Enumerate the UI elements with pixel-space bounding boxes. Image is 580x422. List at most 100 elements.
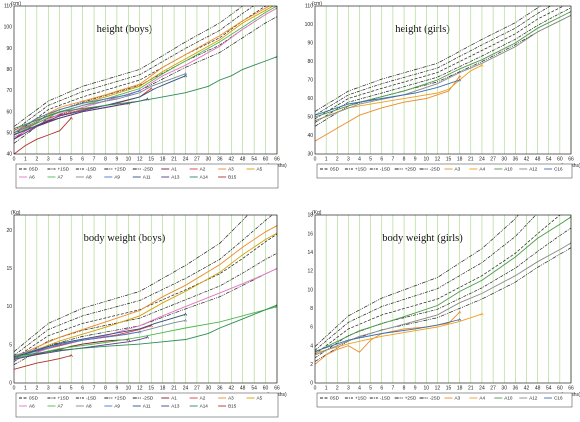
y-tick-label: 100 — [305, 22, 314, 28]
x-tick-label: 5 — [369, 386, 372, 392]
x-tick-label: 7 — [93, 157, 96, 163]
x-tick-label: 48 — [240, 157, 246, 163]
reference-line-0SD — [14, 233, 277, 359]
x-tick-label: 15 — [446, 386, 452, 392]
x-tick-label: 42 — [524, 157, 530, 163]
y-tick-label: 10 — [307, 287, 313, 293]
series-marker-A9 — [138, 330, 142, 334]
x-tick-label: 21 — [171, 157, 177, 163]
legend-label: A6 — [29, 404, 35, 409]
legend-label: A3 — [228, 396, 234, 401]
x-tick-label: 10 — [424, 386, 430, 392]
x-tick-label: 24 — [479, 157, 485, 163]
series-marker-A5 — [275, 231, 277, 235]
legend-label: +2SD — [405, 396, 417, 401]
reference-line-+1SD — [14, 215, 273, 356]
series-marker-A9 — [138, 88, 142, 93]
series-marker-A4 — [480, 63, 484, 67]
chart-weight-girls: body weight (girls)(Kg)(months)024681012… — [307, 210, 580, 408]
series-line-A11 — [14, 313, 186, 358]
y-tick-label: 6 — [310, 325, 313, 331]
x-tick-label: 15 — [446, 157, 452, 163]
y-tick-label: 10 — [6, 304, 12, 310]
y-tick-label: 5 — [9, 342, 12, 348]
x-tick-label: 30 — [501, 157, 507, 163]
x-tick-label: 27 — [194, 386, 200, 392]
series-line-A3 — [315, 76, 461, 142]
series-marker-A3 — [276, 1, 279, 3]
x-tick-label: 1 — [24, 157, 27, 163]
y-tick-label: 40 — [6, 152, 12, 158]
legend: 0SD +1SD -1SD +2SD -2SD A3 A4 A10 A12 C16 — [316, 163, 573, 179]
y-tick-label: 16 — [307, 231, 313, 237]
y-tick-label: 30 — [307, 152, 313, 158]
reference-line--2SD — [14, 16, 277, 144]
legend-label: +1SD — [355, 396, 367, 401]
x-tick-label: 12 — [435, 386, 441, 392]
x-tick-label: 66 — [568, 386, 574, 392]
reference-line--1SD — [315, 7, 571, 123]
x-tick-label: 60 — [263, 386, 269, 392]
x-tick-label: 10 — [126, 386, 132, 392]
y-tick-label: 70 — [6, 88, 12, 94]
reference-line-0SD — [315, 215, 561, 355]
series-line-A10 — [315, 216, 571, 353]
plot-frame — [314, 214, 572, 384]
series-line-A9 — [14, 90, 140, 134]
x-tick-label: 2 — [35, 157, 38, 163]
series-marker-A3 — [458, 74, 462, 78]
plot-area — [315, 215, 571, 365]
x-tick-label: 6 — [81, 157, 84, 163]
y-tick-label: 80 — [6, 67, 12, 73]
legend-label: A1 — [171, 167, 177, 172]
y-unit-label: (Kg) — [11, 210, 21, 216]
x-tick-label: 42 — [228, 157, 234, 163]
legend-label: A14 — [200, 404, 209, 409]
legend-label: B15 — [228, 175, 237, 180]
legend-label: A8 — [86, 175, 92, 180]
legend-label: -1SD — [86, 396, 97, 401]
x-tick-label: 60 — [557, 386, 563, 392]
legend-label: A13 — [171, 175, 180, 180]
legend-label: 0SD — [29, 167, 39, 172]
legend-box — [316, 163, 573, 179]
legend-label: A3 — [455, 396, 461, 401]
y-tick-label: 90 — [6, 46, 12, 52]
y-unit-label: (Kg) — [312, 210, 322, 216]
chart-title: body weight (boys) — [84, 233, 166, 244]
series-marker-A11 — [183, 74, 188, 78]
x-tick-label: 24 — [479, 386, 485, 392]
x-tick-label: 6 — [380, 386, 383, 392]
series-line-A4 — [315, 64, 483, 122]
x-tick-label: 66 — [274, 386, 280, 392]
x-tick-label: 18 — [457, 386, 463, 392]
legend-label: -1SD — [380, 396, 391, 401]
x-tick-label: 21 — [468, 157, 474, 163]
x-tick-label: 7 — [93, 386, 96, 392]
y-tick-label: 8 — [310, 306, 313, 312]
legend-label: B15 — [228, 404, 237, 409]
reference-line-+2SD — [14, 215, 249, 352]
series-line-A14 — [14, 304, 277, 357]
chart-height-girls: height (girls)(cm)(months)30405060708090… — [305, 1, 580, 179]
x-tick-label: 54 — [546, 386, 552, 392]
series-line-A12 — [315, 242, 571, 356]
chart-weight-boys: body weight (boys)(Kg)(months)0510152001… — [6, 210, 287, 418]
series-marker-A12 — [569, 241, 571, 245]
legend-label: +2SD — [114, 167, 126, 172]
legend-label: +2SD — [114, 396, 126, 401]
reference-line--2SD — [14, 268, 277, 366]
x-tick-label: 48 — [535, 386, 541, 392]
x-tick-label: 9 — [414, 157, 417, 163]
x-tick-label: 24 — [183, 386, 189, 392]
plot-area — [14, 1, 279, 154]
reference-line-0SD — [315, 6, 565, 120]
x-tick-label: 42 — [228, 386, 234, 392]
series-line-A7 — [14, 306, 277, 360]
x-tick-label: 12 — [137, 157, 143, 163]
reference-line-+1SD — [315, 215, 537, 351]
x-tick-label: 54 — [251, 386, 257, 392]
reference-line--1SD — [14, 252, 277, 362]
x-tick-label: 0 — [13, 386, 16, 392]
legend-label: -2SD — [430, 396, 441, 401]
